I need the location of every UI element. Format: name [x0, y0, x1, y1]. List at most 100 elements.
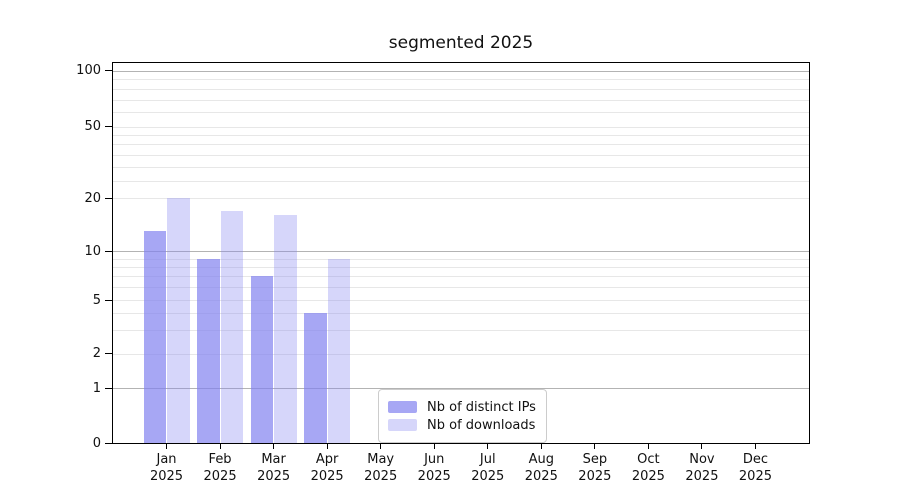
x-tick-month: Oct — [637, 452, 660, 467]
y-tick-label: 5 — [92, 292, 101, 308]
x-tick-month: Mar — [261, 452, 286, 467]
bar-downloads-feb — [220, 210, 244, 443]
gridline-minor — [113, 79, 809, 81]
legend-label-distinct-ips: Nb of distinct IPs — [427, 399, 536, 415]
x-tick-mark — [647, 444, 649, 449]
x-tick-label: Oct 2025 — [618, 452, 678, 485]
x-tick-mark — [166, 444, 168, 449]
y-tick-label: 2 — [92, 346, 101, 362]
gridline-major — [113, 388, 809, 390]
x-tick-label: Feb 2025 — [190, 452, 250, 485]
legend-item-downloads: Nb of downloads — [388, 417, 536, 433]
x-tick-mark — [594, 444, 596, 449]
gridline-minor — [113, 313, 809, 315]
x-tick-year: 2025 — [685, 468, 719, 484]
y-tick-label: 50 — [84, 119, 101, 135]
y-tick-mark — [105, 126, 112, 128]
x-tick-month: Jun — [424, 452, 445, 467]
x-tick-month: Apr — [315, 452, 339, 467]
gridline-minor — [113, 198, 809, 200]
y-tick-label: 0 — [92, 435, 101, 451]
legend-item-distinct-ips: Nb of distinct IPs — [388, 399, 536, 415]
x-tick-mark — [540, 444, 542, 449]
gridline-minor — [113, 276, 809, 278]
gridline-minor — [113, 180, 809, 182]
x-tick-label: Jul 2025 — [458, 452, 518, 485]
x-tick-month: Nov — [689, 452, 715, 467]
x-tick-mark — [326, 444, 328, 449]
y-tick-mark — [105, 70, 112, 72]
gridline-major — [113, 70, 809, 72]
y-tick-label: 1 — [92, 380, 101, 396]
x-tick-year: 2025 — [631, 468, 665, 484]
gridline-minor — [113, 134, 809, 136]
gridline-minor — [113, 353, 809, 355]
x-tick-year: 2025 — [471, 468, 505, 484]
x-tick-month: Jul — [479, 452, 496, 467]
x-tick-label: Sep 2025 — [565, 452, 625, 485]
gridline-minor — [113, 88, 809, 90]
gridline-minor — [113, 300, 809, 302]
y-tick-mark — [105, 387, 112, 389]
x-tick-year: 2025 — [310, 468, 344, 484]
x-tick-label: May 2025 — [351, 452, 411, 485]
x-tick-month: May — [367, 452, 395, 467]
x-tick-mark — [487, 444, 489, 449]
legend-swatch-downloads-icon — [388, 419, 417, 431]
x-tick-mark — [273, 444, 275, 449]
x-tick-mark — [380, 444, 382, 449]
y-tick-mark — [105, 299, 112, 301]
x-tick-label: Mar 2025 — [244, 452, 304, 485]
bar-distinct-ips-mar — [250, 276, 274, 443]
gridline-minor — [113, 166, 809, 168]
x-tick-year: 2025 — [203, 468, 237, 484]
y-tick-label: 10 — [84, 243, 101, 259]
x-tick-label: Jan 2025 — [137, 452, 197, 485]
x-tick-year: 2025 — [738, 468, 772, 484]
y-tick-mark — [105, 197, 112, 199]
x-tick-label: Apr 2025 — [297, 452, 357, 485]
x-tick-label: Dec 2025 — [725, 452, 785, 485]
x-tick-label: Nov 2025 — [672, 452, 732, 485]
gridline-minor — [113, 154, 809, 156]
y-tick-label: 20 — [84, 190, 101, 206]
x-tick-month: Dec — [742, 452, 769, 467]
gridline-minor — [113, 287, 809, 289]
x-tick-mark — [433, 444, 435, 449]
bar-downloads-mar — [274, 215, 297, 443]
gridline-minor — [113, 126, 809, 128]
bar-downloads-apr — [327, 258, 351, 443]
x-tick-mark — [219, 444, 221, 449]
y-tick-mark — [105, 353, 112, 355]
x-tick-label: Jun 2025 — [404, 452, 464, 485]
x-tick-year: 2025 — [364, 468, 398, 484]
x-tick-year: 2025 — [578, 468, 612, 484]
chart-title: segmented 2025 — [388, 33, 534, 53]
gridline-minor — [113, 111, 809, 113]
plot-area: Nb of distinct IPs Nb of downloads — [112, 62, 810, 444]
legend-swatch-distinct-ips-icon — [388, 401, 417, 413]
x-tick-mark — [754, 444, 756, 449]
x-tick-month: Sep — [582, 452, 608, 467]
legend: Nb of distinct IPs Nb of downloads — [378, 389, 547, 443]
y-tick-mark — [105, 442, 112, 444]
bar-downloads-jan — [167, 198, 190, 443]
bar-distinct-ips-jan — [143, 231, 167, 443]
x-tick-month: Jan — [156, 452, 177, 467]
bar-distinct-ips-feb — [197, 258, 220, 443]
y-tick-label: 100 — [76, 63, 101, 79]
x-tick-mark — [701, 444, 703, 449]
gridline-minor — [113, 330, 809, 332]
gridline-minor — [113, 258, 809, 260]
y-tick-mark — [105, 250, 112, 252]
legend-label-downloads: Nb of downloads — [427, 417, 536, 433]
x-tick-year: 2025 — [417, 468, 451, 484]
gridline-minor — [113, 144, 809, 146]
x-tick-year: 2025 — [524, 468, 558, 484]
gridline-minor — [113, 99, 809, 101]
x-tick-year: 2025 — [257, 468, 291, 484]
bar-distinct-ips-apr — [304, 313, 327, 443]
x-tick-label: Aug 2025 — [511, 452, 571, 485]
x-tick-month: Feb — [208, 452, 232, 467]
